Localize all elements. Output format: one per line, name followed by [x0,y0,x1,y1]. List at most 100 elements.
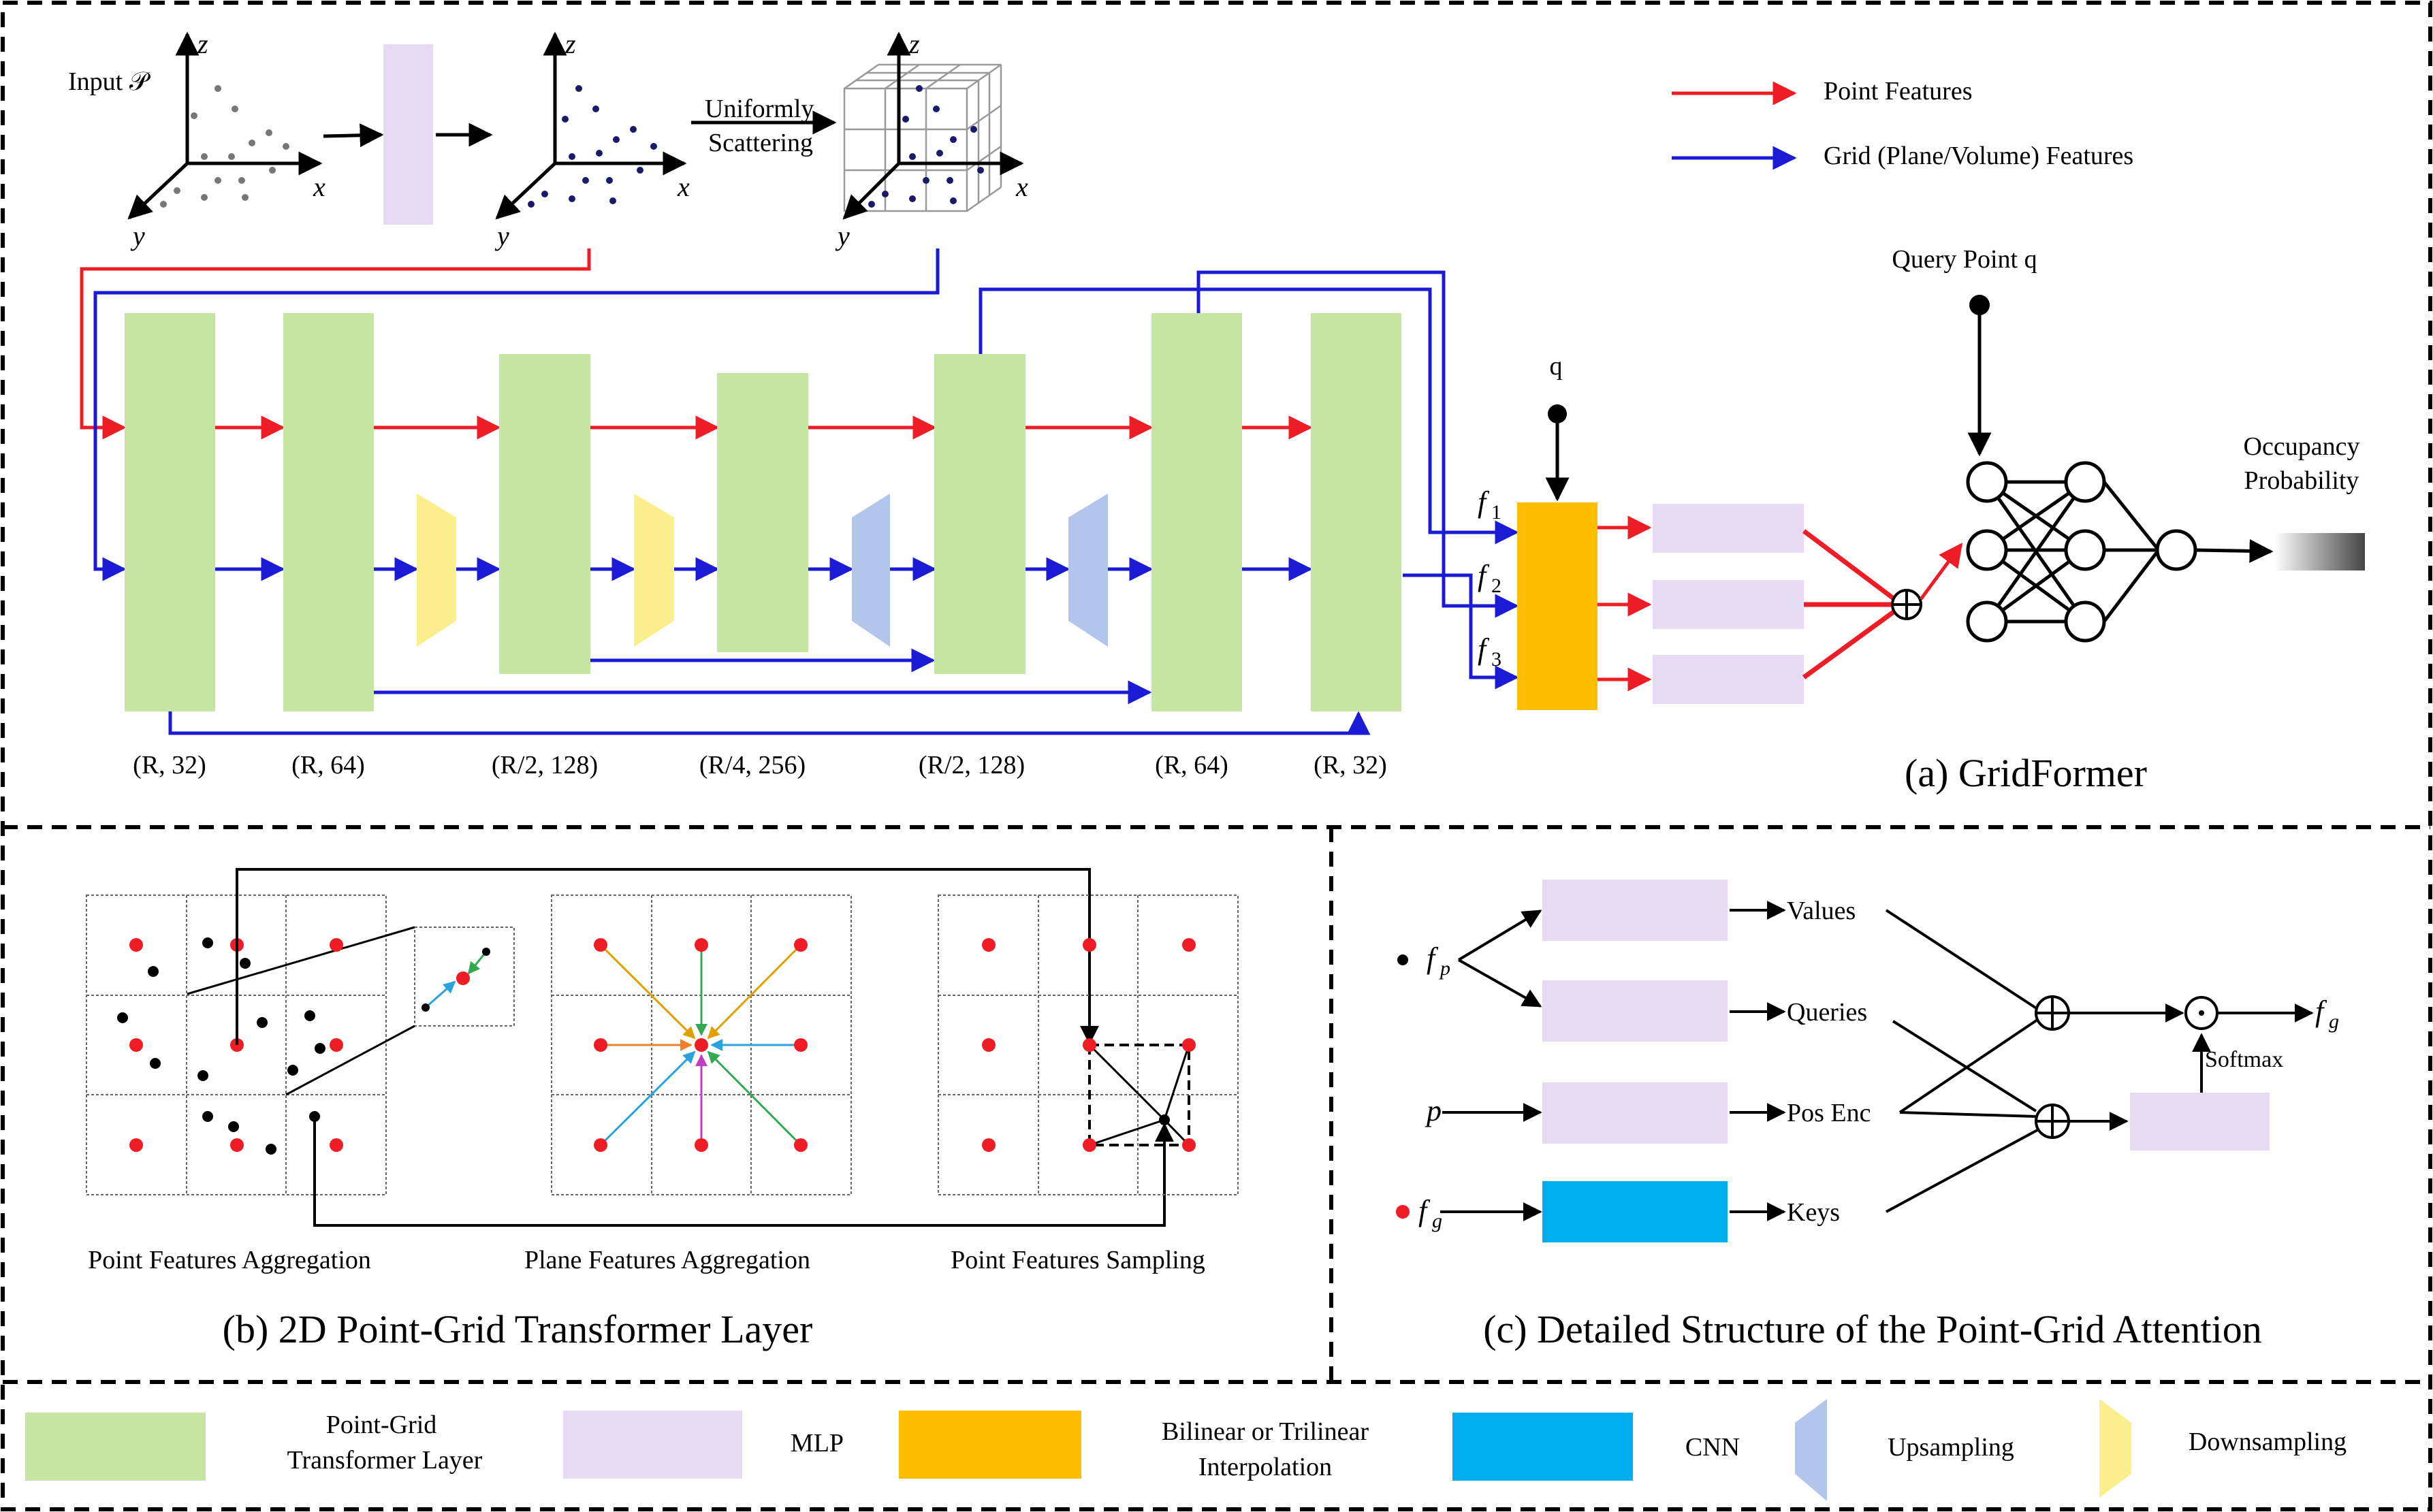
legend-interp-swatch [899,1411,1081,1479]
stage-block-6 [1151,313,1242,711]
keys-label: Keys [1787,1198,1840,1227]
legend-transformer-swatch [25,1413,206,1481]
interp-outputs [1597,515,1652,692]
f1-label: f 1 [1478,485,1501,524]
stage-label-5: (R/2, 128) [919,751,1025,779]
legend-interp-label-2: Interpolation [1198,1453,1332,1481]
stage-block-1 [125,313,215,711]
axis-y-label-2: y [494,221,509,251]
q-label: q [1550,352,1563,381]
svg-text:f: f [1427,942,1439,975]
attention-links [1885,909,2314,1213]
stage-label-3: (R/2, 128) [492,751,598,779]
add-node-1 [2035,995,2070,1031]
stage-block-7 [1311,313,1401,711]
axis-z-label: z [197,29,208,59]
subcaption-point-aggregation: Point Features Aggregation [88,1246,371,1274]
zoom-lines [187,926,415,1096]
plane-aggregation-arrows [599,944,802,1146]
bottom-legend: Point-Grid Transformer Layer MLP Bilinea… [25,1399,2347,1501]
grid1-red-points [129,938,343,1152]
input-mlp-block [383,44,433,225]
voxel-grid-cube [843,63,1002,212]
legend-cnn-label: CNN [1685,1433,1740,1462]
stage-block-2 [283,313,374,711]
svg-text:1: 1 [1491,501,1501,524]
stage-label-4: (R/4, 256) [699,751,806,779]
softmax-label: Softmax [2205,1047,2283,1072]
arrow-to-mlp [323,123,384,148]
network-nodes [1966,461,2197,643]
transformer-stages [125,313,1401,711]
stage-block-3 [499,354,590,674]
output-fg-label: f g [2315,995,2339,1033]
svg-text:g: g [1432,1210,1442,1232]
axis-x-label: x [313,172,325,202]
occupancy-output-bar [2274,533,2365,570]
fg-dot [1396,1205,1410,1219]
zoom-detail [422,948,490,1012]
sum-node [1891,589,1922,620]
stage-labels: (R, 32) (R, 64) (R/2, 128) (R/4, 256) (R… [133,751,1387,779]
svg-text:g: g [2329,1010,2339,1033]
values-label: Values [1787,897,1856,925]
legend-interp-label-1: Bilinear or Trilinear [1162,1417,1369,1446]
panel-a-gridformer: Input 𝒫 z x y z x y Uniformly Scattering [68,29,2365,795]
axis-y-label: y [130,221,145,251]
legend-mlp-label: MLP [791,1429,844,1458]
svg-text:f: f [1418,1194,1431,1227]
sampling-link-arrow [313,1116,1174,1227]
downsampling-1 [417,494,456,647]
aggregation-link-arrow [236,868,1099,1045]
panel-a-title: (a) GridFormer [1905,751,2147,795]
panel-c-title: (c) Detailed Structure of the Point-Grid… [1483,1307,2262,1351]
axis-x-label-3: x [1015,172,1028,202]
sample-point [1159,1114,1170,1125]
input-axes [127,31,323,220]
stage-label-6: (R, 64) [1155,751,1228,779]
grid-aggregation [86,895,515,1195]
multiply-node [2184,996,2219,1030]
voxel-points [868,85,984,208]
panel-b-transformer-layer: Point Features Aggregation Plane Feature… [86,868,1239,1351]
sum-inputs [1802,529,1896,679]
svg-text:2: 2 [1491,575,1501,597]
stage-label-2: (R, 64) [291,751,365,779]
svg-text:3: 3 [1491,648,1501,671]
mlp-f2 [1653,580,1804,629]
fp-label: f p [1427,942,1450,980]
add-node-2 [2035,1104,2070,1139]
p-label: p [1425,1094,1442,1127]
f2-label: f 2 [1478,559,1501,597]
legend-grid-label: Grid (Plane/Volume) Features [1824,142,2133,170]
feature-axes [495,31,687,220]
softmax-mlp [2130,1093,2270,1151]
legend-downsampling-swatch [2099,1399,2131,1498]
downsampling-2 [634,494,674,647]
grid2-red-points [594,938,808,1152]
stage-label-1: (R, 32) [133,751,206,779]
legend-transformer-label-2: Transformer Layer [287,1446,483,1475]
stage-label-7: (R, 32) [1314,751,1387,779]
legend-mlp-swatch [563,1411,742,1479]
svg-text:f: f [1478,485,1490,519]
axis-z-label-2: z [564,29,576,59]
input-points [160,85,289,208]
axis-x-label-2: x [677,172,690,202]
sampling-cell [1088,1044,1190,1146]
posenc-label: Pos Enc [1787,1099,1871,1127]
query-point-label: Query Point q [1892,245,2037,274]
svg-text:f: f [2315,995,2327,1028]
axis-y-label-3: y [835,221,850,251]
sum-to-net-arrow [1919,543,1963,600]
scatter-label-1: Uniformly [705,95,814,123]
skip-connections [80,248,1519,735]
interpolation-block [1517,502,1597,710]
svg-text:f: f [1478,632,1490,666]
panel-c-attention: f p p f g Values Queries Pos Enc Keys [1396,880,2339,1351]
queries-mlp [1542,980,1728,1042]
occupancy-label-1: Occupancy [2244,432,2360,461]
legend-point-label: Point Features [1824,77,1972,106]
stage-block-4 [717,373,808,652]
